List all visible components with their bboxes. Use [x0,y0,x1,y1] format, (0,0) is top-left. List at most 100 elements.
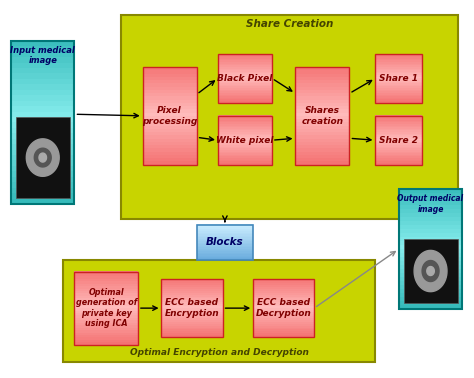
Bar [143,145,197,148]
Bar [218,83,272,85]
Bar [218,141,272,144]
Bar [74,274,138,276]
Bar [197,237,253,239]
Bar [399,265,462,269]
Bar [253,310,314,312]
Bar [253,279,314,281]
Bar [375,62,422,64]
Bar [74,310,138,313]
Bar [11,198,74,204]
Bar [218,89,272,91]
Bar [375,125,422,127]
Bar [74,320,138,323]
Bar [375,117,422,119]
Bar [253,296,314,299]
Bar [11,116,74,122]
Bar [295,148,349,152]
Polygon shape [422,260,439,282]
Bar [218,76,272,78]
Bar [253,329,314,332]
Bar [399,204,462,209]
Bar [197,248,253,250]
Bar [253,288,314,291]
Bar [162,294,223,296]
Bar [143,70,197,74]
Bar [253,304,314,306]
Bar [218,55,272,57]
Bar [197,234,253,236]
Bar [218,136,272,139]
Bar [218,60,272,62]
Bar [399,293,462,297]
Bar [375,122,422,124]
Bar [399,297,462,301]
Text: White pixel: White pixel [216,136,273,145]
Bar [253,283,314,285]
Bar [218,138,272,140]
Bar [375,129,422,130]
Bar [399,289,462,293]
Bar [143,80,197,83]
Text: ECC based
Encryption: ECC based Encryption [164,299,219,318]
Bar [295,115,349,119]
Bar [375,138,422,140]
Bar [11,127,74,133]
Bar [162,304,223,306]
Bar [375,60,422,62]
Bar [253,308,314,310]
Bar [218,160,272,161]
Bar [218,93,272,94]
Bar [11,144,74,150]
Bar [11,111,74,117]
Bar [375,115,422,118]
Text: Output medical
image: Output medical image [398,194,464,214]
Bar [295,86,349,90]
Bar [375,88,422,90]
Bar [375,127,422,129]
Bar [11,160,74,166]
Bar [295,122,349,125]
Bar [375,161,422,163]
Bar [295,158,349,161]
Bar [197,246,253,248]
Text: Share Creation: Share Creation [246,19,333,29]
Bar [218,129,272,130]
Bar [399,213,462,217]
Bar [375,119,422,121]
Bar [218,135,272,137]
Bar [143,93,197,96]
Bar [375,71,422,73]
Bar [218,91,272,93]
Bar [375,96,422,98]
Bar [74,276,138,279]
Bar [162,323,223,325]
Bar [375,79,422,82]
Bar [74,279,138,281]
Bar [74,286,138,289]
Bar [375,94,422,96]
Bar [11,40,74,46]
Bar [197,250,253,252]
Bar [218,156,272,158]
Bar [74,296,138,298]
Bar [143,73,197,77]
Bar [11,100,74,106]
Bar [218,79,272,82]
Bar [74,291,138,293]
Bar [399,261,462,265]
Bar [295,83,349,87]
Bar [375,86,422,88]
Bar [218,151,272,153]
Bar [295,106,349,109]
Bar [74,281,138,284]
Text: ECC based
Decryption: ECC based Decryption [256,299,311,318]
Bar [295,132,349,135]
Bar [11,84,74,90]
Bar [295,129,349,132]
Bar [162,331,223,333]
Bar [399,249,462,253]
Bar [295,151,349,155]
Bar [162,310,223,312]
Bar [375,120,422,122]
Bar [375,153,422,155]
